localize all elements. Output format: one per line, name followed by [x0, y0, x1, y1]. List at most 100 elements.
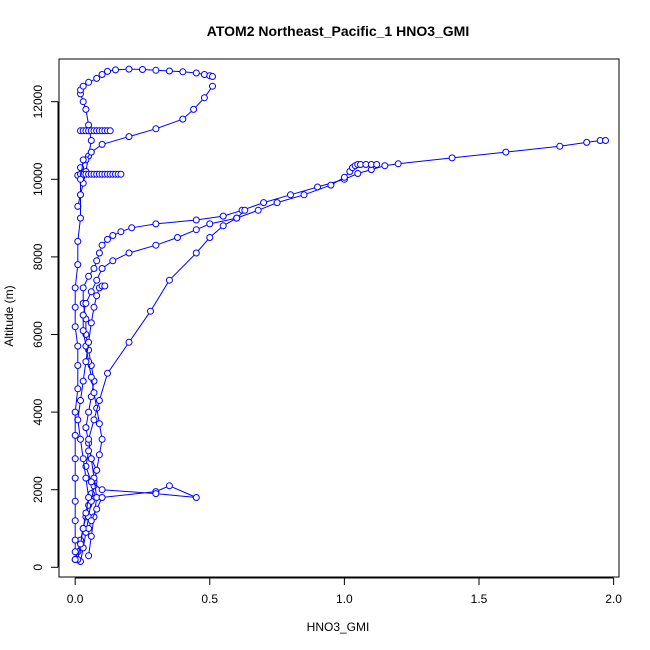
data-point [71, 474, 79, 482]
data-point [117, 170, 125, 178]
data-point [74, 342, 82, 350]
data-point [71, 497, 79, 505]
data-point [98, 494, 106, 501]
data-point [87, 288, 95, 296]
data-point [82, 299, 90, 307]
data-point [109, 257, 117, 265]
data-point [71, 517, 79, 525]
data-point [152, 220, 160, 228]
data-point [79, 98, 87, 106]
data-point [104, 67, 111, 75]
y-tick-label: 12000 [31, 85, 45, 119]
data-point [373, 161, 381, 168]
data-point [93, 74, 101, 82]
data-point [90, 389, 98, 397]
data-point [98, 241, 106, 249]
data-point [200, 94, 208, 102]
y-tick-label: 10000 [31, 162, 45, 196]
data-point [219, 212, 227, 220]
data-point [117, 228, 125, 236]
data-point [152, 66, 160, 74]
data-point [74, 261, 82, 269]
plot-area [71, 65, 609, 565]
data-point [77, 435, 84, 443]
data-point [87, 148, 95, 156]
data-point [254, 206, 262, 214]
data-point [71, 284, 79, 292]
flight-profile-series [74, 65, 216, 210]
data-point [85, 494, 93, 501]
series-line [77, 68, 213, 207]
data-point [93, 276, 101, 284]
y-tick-label: 6000 [31, 321, 45, 348]
data-point [206, 220, 214, 228]
data-point [98, 265, 106, 272]
flight-profile-series [74, 282, 109, 563]
data-point [77, 214, 84, 222]
data-point [77, 540, 84, 548]
chart-title: ATOM2 Northeast_Pacific_1 HNO3_GMI [207, 23, 469, 39]
flight-profile-series [71, 156, 87, 563]
data-point [98, 140, 106, 148]
data-point [85, 272, 93, 280]
data-point [79, 156, 87, 164]
data-point [95, 420, 103, 428]
x-tick-label: 1.0 [336, 592, 353, 606]
data-point [556, 142, 564, 150]
data-point [209, 82, 216, 90]
data-point [502, 148, 510, 156]
x-tick-label: 2.0 [605, 592, 622, 606]
data-point [87, 478, 95, 486]
data-point [77, 397, 84, 404]
data-point [112, 66, 119, 74]
data-point [79, 311, 87, 319]
data-point [192, 226, 200, 234]
x-tick-label: 0.0 [67, 592, 84, 606]
data-point [93, 257, 101, 265]
data-point [192, 69, 200, 77]
y-axis-label: Altitude (m) [2, 285, 16, 346]
x-axis-label: HNO3_GMI [307, 620, 370, 634]
data-point [79, 455, 87, 463]
data-point [85, 338, 93, 346]
data-point [79, 82, 87, 90]
flight-profile-series [77, 161, 381, 565]
data-point [287, 191, 294, 199]
data-point [87, 319, 95, 327]
data-point [74, 362, 82, 369]
data-point [87, 373, 95, 381]
data-point [241, 206, 249, 214]
data-point [95, 397, 103, 404]
data-point [340, 173, 348, 181]
data-point [206, 234, 214, 241]
data-point [98, 71, 106, 78]
data-point [179, 115, 187, 123]
data-point [139, 66, 146, 73]
data-point [74, 202, 82, 210]
data-point [174, 234, 181, 241]
data-point [87, 532, 95, 540]
data-point [101, 282, 109, 290]
data-point [125, 338, 133, 346]
data-point [165, 67, 173, 75]
data-point [381, 162, 389, 170]
data-point [87, 517, 95, 525]
y-axis: 0 2000 4000 6000 8000 10000 12000 [31, 85, 59, 571]
data-point [95, 249, 103, 257]
data-point [79, 284, 87, 292]
data-point [90, 303, 98, 311]
data-point [165, 482, 173, 490]
data-point [79, 327, 87, 335]
data-point [82, 509, 90, 517]
data-point [125, 249, 133, 257]
data-point [90, 416, 98, 424]
data-point [71, 323, 79, 331]
data-point [85, 121, 93, 129]
data-point [152, 125, 160, 133]
data-point [448, 154, 456, 162]
data-point [125, 133, 133, 141]
x-tick-label: 0.5 [201, 592, 218, 606]
data-point [85, 447, 93, 455]
data-point [79, 377, 87, 385]
